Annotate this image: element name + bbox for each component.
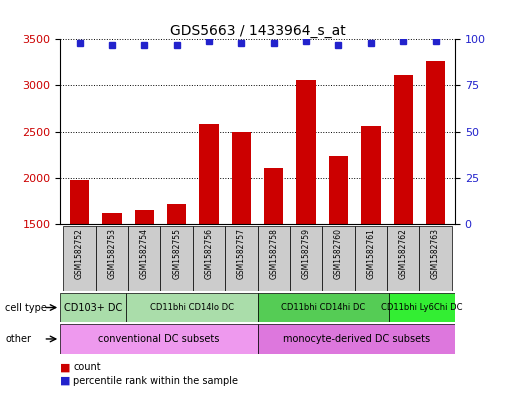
Text: GSM1582762: GSM1582762 [399, 228, 408, 279]
Bar [257, 324, 455, 354]
Bar [126, 293, 257, 322]
Text: monocyte-derived DC subsets: monocyte-derived DC subsets [283, 334, 430, 344]
Bar [426, 61, 445, 224]
Text: CD11bhi CD14hi DC: CD11bhi CD14hi DC [281, 303, 366, 312]
Bar [361, 126, 381, 224]
Text: percentile rank within the sample: percentile rank within the sample [73, 376, 238, 386]
Bar [199, 124, 219, 224]
Text: CD11bhi CD14lo DC: CD11bhi CD14lo DC [150, 303, 234, 312]
Text: GSM1582759: GSM1582759 [302, 228, 311, 279]
Bar [128, 226, 161, 291]
Text: GSM1582752: GSM1582752 [75, 228, 84, 279]
Bar [257, 293, 389, 322]
Text: GSM1582755: GSM1582755 [172, 228, 181, 279]
Text: GSM1582754: GSM1582754 [140, 228, 149, 279]
Text: cell type: cell type [5, 303, 47, 312]
Bar [393, 75, 413, 224]
Bar [419, 226, 452, 291]
Bar [102, 213, 122, 224]
Bar [387, 226, 419, 291]
Text: GSM1582760: GSM1582760 [334, 228, 343, 279]
Bar [389, 293, 455, 322]
Bar [232, 132, 251, 224]
Bar [70, 180, 89, 224]
Text: ■: ■ [60, 376, 71, 386]
Bar [322, 226, 355, 291]
Bar [134, 210, 154, 224]
Text: other: other [5, 334, 31, 344]
Bar [225, 226, 258, 291]
Text: GSM1582757: GSM1582757 [237, 228, 246, 279]
Bar [290, 226, 322, 291]
Bar [193, 226, 225, 291]
Text: ■: ■ [60, 362, 71, 372]
Bar [161, 226, 193, 291]
Text: count: count [73, 362, 101, 372]
Bar [96, 226, 128, 291]
Text: GSM1582758: GSM1582758 [269, 228, 278, 279]
Text: GSM1582753: GSM1582753 [107, 228, 117, 279]
Bar [264, 168, 283, 224]
Bar [257, 226, 290, 291]
Bar [60, 324, 257, 354]
Text: GSM1582761: GSM1582761 [366, 228, 376, 279]
Title: GDS5663 / 1433964_s_at: GDS5663 / 1433964_s_at [169, 24, 346, 38]
Text: CD11bhi Ly6Chi DC: CD11bhi Ly6Chi DC [381, 303, 463, 312]
Text: CD103+ DC: CD103+ DC [64, 303, 122, 312]
Bar [329, 156, 348, 224]
Bar [355, 226, 387, 291]
Bar [63, 226, 96, 291]
Bar [167, 204, 186, 224]
Text: GSM1582763: GSM1582763 [431, 228, 440, 279]
Bar [297, 80, 316, 224]
Bar [60, 293, 126, 322]
Text: conventional DC subsets: conventional DC subsets [98, 334, 220, 344]
Text: GSM1582756: GSM1582756 [204, 228, 213, 279]
